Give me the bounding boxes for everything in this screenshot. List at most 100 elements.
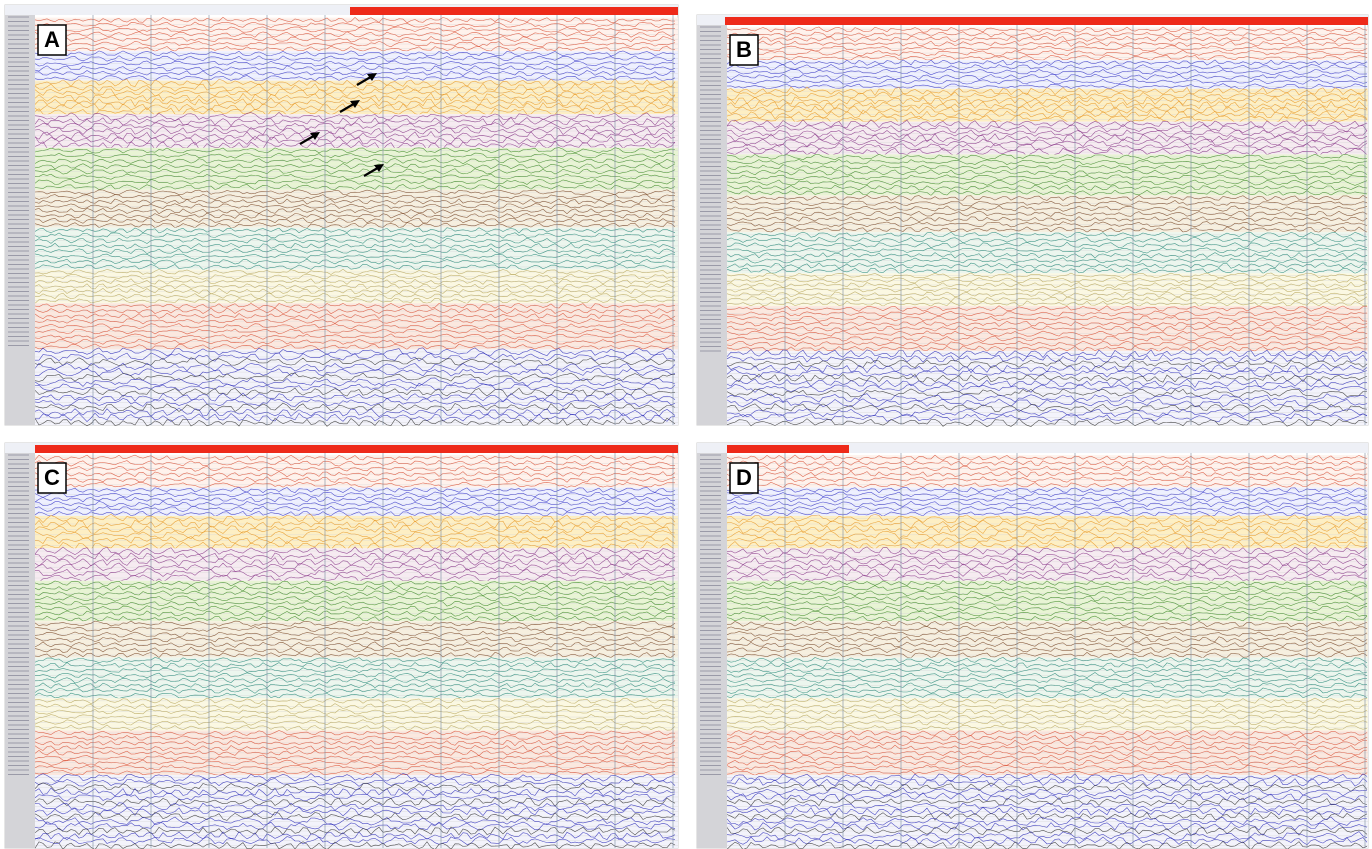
eeg-trace [726, 345, 1368, 352]
eeg-trace [726, 310, 1368, 317]
eeg-trace [34, 203, 676, 210]
panel-label: B [729, 34, 759, 66]
eeg-trace [726, 31, 1368, 38]
eeg-trace [726, 40, 1368, 47]
eeg-trace [34, 764, 676, 771]
eeg-trace [726, 305, 1368, 312]
arrow-head [374, 164, 384, 172]
eeg-trace [34, 131, 676, 141]
eeg-trace [726, 50, 1367, 57]
eeg-trace [34, 402, 676, 412]
eeg-trace [34, 505, 676, 513]
eeg-trace [726, 797, 1368, 807]
eeg-trace [34, 831, 676, 841]
eeg-trace [726, 821, 1368, 831]
eeg-trace [726, 730, 1368, 737]
eeg-trace [34, 491, 676, 498]
eeg-trace [726, 236, 1368, 244]
eeg-trace [726, 129, 1368, 138]
eeg-trace [34, 754, 676, 761]
arrow-head [367, 73, 377, 81]
eeg-trace [726, 252, 1368, 259]
panel-label-text: B [736, 37, 752, 62]
eeg-trace [726, 773, 1368, 783]
eeg-trace [726, 418, 1368, 428]
eeg-trace [726, 620, 1368, 627]
eeg-trace [34, 580, 676, 587]
eeg-trace [34, 338, 676, 345]
eeg-trace [726, 96, 1368, 106]
eeg-trace [34, 769, 676, 776]
eeg-trace [34, 397, 676, 407]
channel-band [35, 487, 678, 516]
eeg-trace [34, 283, 676, 290]
eeg-trace [34, 465, 675, 472]
eeg-trace [34, 600, 676, 607]
eeg-trace [726, 398, 1368, 408]
eeg-trace [726, 562, 1368, 572]
eeg-trace [726, 73, 1368, 81]
eeg-trace [34, 21, 676, 28]
eeg-trace [34, 107, 676, 117]
eeg-trace [34, 719, 676, 726]
eeg-trace [35, 412, 676, 423]
eeg-trace [34, 759, 676, 766]
eeg-trace [34, 519, 676, 529]
eeg-trace [34, 821, 676, 831]
eeg-trace [726, 54, 1368, 61]
eeg-trace [34, 122, 676, 131]
eeg-trace [34, 631, 676, 638]
eeg-trace [726, 787, 1368, 797]
eeg-trace [34, 168, 676, 175]
eeg-trace [34, 36, 676, 43]
eeg-trace [726, 585, 1368, 592]
eeg-trace [34, 787, 676, 797]
channel-band [727, 455, 1368, 488]
eeg-trace [726, 486, 1368, 494]
eeg-trace [726, 713, 1368, 720]
eeg-trace [34, 826, 676, 836]
eeg-trace [726, 373, 1368, 383]
eeg-trace [34, 357, 676, 366]
channel-band [35, 455, 678, 488]
eeg-trace [726, 739, 1368, 747]
eeg-trace [726, 403, 1368, 412]
eeg-trace [34, 372, 676, 382]
eeg-trace [34, 729, 676, 736]
eeg-trace [726, 354, 1368, 364]
eeg-trace [34, 605, 676, 612]
panel-label-box [729, 462, 759, 494]
eeg-trace [726, 272, 1368, 279]
eeg-trace [726, 383, 1368, 393]
eeg-trace [726, 777, 1368, 787]
eeg-trace [726, 687, 1368, 694]
eeg-trace [34, 573, 676, 583]
eeg-trace [726, 636, 1368, 643]
panel-label-box [729, 34, 759, 66]
eeg-trace [726, 200, 1368, 207]
eeg-trace [35, 352, 676, 362]
eeg-trace [34, 273, 676, 280]
eeg-trace [34, 232, 676, 239]
eeg-trace [34, 237, 676, 244]
eeg-trace [34, 258, 676, 265]
eeg-trace [726, 388, 1368, 398]
eeg-trace [34, 318, 676, 325]
eeg-trace [726, 123, 1368, 134]
eeg-trace [726, 641, 1368, 648]
eeg-trace [726, 349, 1368, 359]
eeg-trace [34, 382, 676, 391]
eeg-trace [726, 552, 1368, 561]
eeg-trace [726, 524, 1368, 534]
eeg-trace [726, 510, 1368, 517]
status-strip [5, 5, 678, 15]
eeg-trace [726, 481, 1368, 489]
eeg-trace [726, 734, 1368, 742]
eeg-trace [34, 65, 676, 72]
eeg-trace [726, 625, 1368, 632]
eeg-trace [726, 340, 1368, 347]
channel-band [727, 657, 1368, 699]
eeg-trace [34, 248, 676, 255]
eeg-trace [34, 682, 676, 689]
eeg-trace [726, 600, 1368, 607]
